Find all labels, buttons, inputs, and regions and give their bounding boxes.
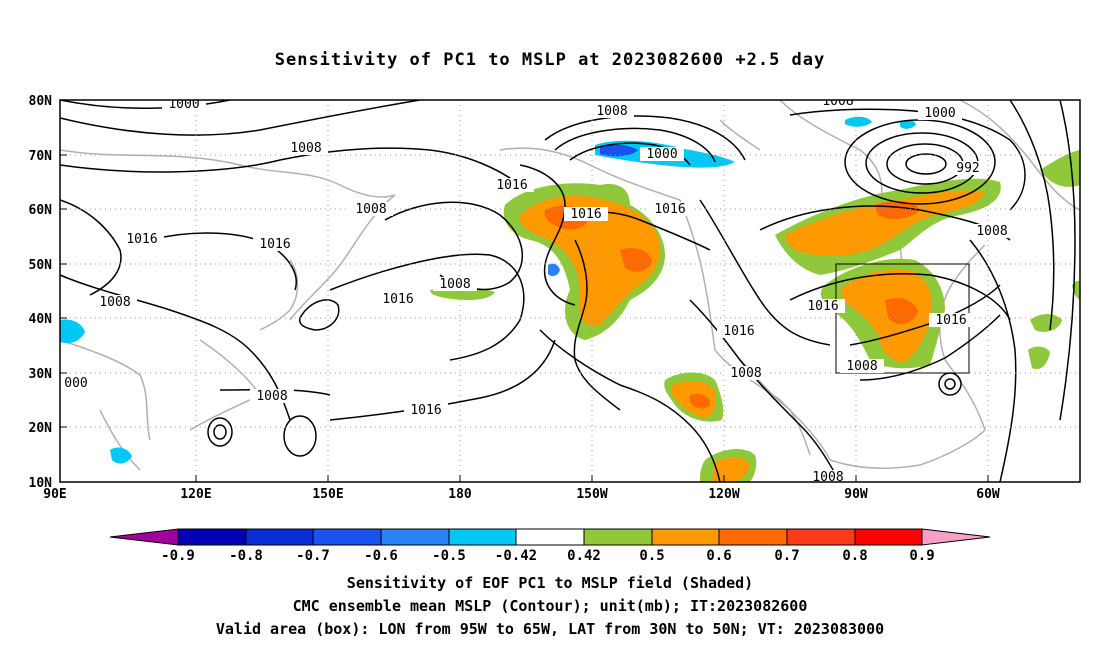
svg-text:1008: 1008 [822, 94, 853, 109]
svg-text:1016: 1016 [807, 299, 838, 314]
lat-label: 20N [29, 421, 53, 436]
svg-text:1016: 1016 [126, 232, 157, 247]
lat-label: 30N [29, 367, 53, 382]
colorbar-label: 0.5 [639, 548, 664, 564]
lon-label: 150W [576, 487, 607, 502]
svg-text:1016: 1016 [723, 324, 754, 339]
svg-text:1000: 1000 [168, 97, 199, 112]
colorbar-cell [380, 528, 450, 546]
colorbar-cell [786, 528, 856, 546]
colorbar-label: -0.9 [161, 548, 195, 564]
colorbar-label: 0.6 [706, 548, 731, 564]
colorbar-cell [515, 528, 585, 546]
colorbar-label: -0.42 [495, 548, 537, 564]
svg-text:1008: 1008 [730, 366, 761, 381]
svg-text:1016: 1016 [382, 292, 413, 307]
longitude-labels: 90E 120E 150E 180 150W 120W 90W 60W [43, 487, 1000, 502]
svg-text:1008: 1008 [846, 359, 877, 374]
colorbar: -0.9 -0.8 -0.7 -0.6 -0.5 -0.42 0.42 0.5 … [109, 528, 991, 564]
svg-text:000: 000 [64, 376, 87, 391]
svg-text:1008: 1008 [256, 389, 287, 404]
caption-shading: Sensitivity of EOF PC1 to MSLP field (Sh… [346, 574, 754, 592]
colorbar-label: 0.8 [842, 548, 867, 564]
colorbar-cell [448, 528, 517, 546]
sensitivity-shading [60, 116, 1080, 482]
colorbar-label: -0.8 [229, 548, 263, 564]
colorbar-label: -0.7 [296, 548, 330, 564]
colorbar-label: 0.42 [567, 548, 601, 564]
svg-text:1016: 1016 [935, 313, 966, 328]
svg-text:1016: 1016 [259, 237, 290, 252]
colorbar-cell [583, 528, 653, 546]
map-title: Sensitivity of PC1 to MSLP at 2023082600… [274, 50, 826, 70]
lat-label: 40N [29, 312, 53, 327]
lon-label: 120E [180, 487, 211, 502]
svg-text:1008: 1008 [976, 224, 1007, 239]
colorbar-cell [245, 528, 314, 546]
svg-text:1000: 1000 [924, 106, 955, 121]
svg-text:1016: 1016 [570, 207, 601, 222]
svg-text:992: 992 [956, 161, 979, 176]
lon-label: 150E [312, 487, 343, 502]
lat-label: 80N [29, 94, 53, 109]
tick-marks [60, 99, 989, 483]
colorbar-cell [312, 528, 382, 546]
colorbar-label: 0.9 [909, 548, 934, 564]
svg-text:1016: 1016 [496, 178, 527, 193]
svg-text:1016: 1016 [654, 202, 685, 217]
colorbar-cell [718, 528, 788, 546]
svg-text:1008: 1008 [812, 470, 843, 485]
lon-label: 60W [976, 487, 1000, 502]
lon-label: 90E [43, 487, 66, 502]
lat-label: 50N [29, 258, 53, 273]
svg-text:1008: 1008 [439, 277, 470, 292]
svg-text:1016: 1016 [410, 403, 441, 418]
lon-label: 180 [448, 487, 472, 502]
latitude-labels: 80N 70N 60N 50N 40N 30N 20N 10N [29, 94, 53, 491]
colorbar-low-triangle [109, 528, 179, 546]
colorbar-high-triangle [921, 528, 991, 546]
colorbar-label: 0.7 [774, 548, 799, 564]
caption-contour: CMC ensemble mean MSLP (Contour); unit(m… [292, 597, 808, 615]
svg-text:1008: 1008 [99, 295, 130, 310]
lon-label: 90W [844, 487, 868, 502]
svg-text:1000: 1000 [646, 147, 677, 162]
map-frame [59, 99, 1081, 483]
caption-valid-area: Valid area (box): LON from 95W to 65W, L… [215, 620, 885, 638]
svg-text:1008: 1008 [290, 141, 321, 156]
colorbar-cell [854, 528, 923, 546]
lon-label: 120W [708, 487, 739, 502]
colorbar-label: -0.6 [364, 548, 398, 564]
svg-text:1008: 1008 [596, 104, 627, 119]
colorbar-cell [651, 528, 720, 546]
svg-text:1008: 1008 [355, 202, 386, 217]
lat-label: 70N [29, 149, 53, 164]
colorbar-label: -0.5 [432, 548, 466, 564]
lat-label: 10N [29, 476, 53, 491]
colorbar-cell [177, 528, 247, 546]
contour-labels: 1000 1008 1016 1008 1016 1008 1008 1000 … [61, 94, 1014, 485]
lat-label: 60N [29, 203, 53, 218]
